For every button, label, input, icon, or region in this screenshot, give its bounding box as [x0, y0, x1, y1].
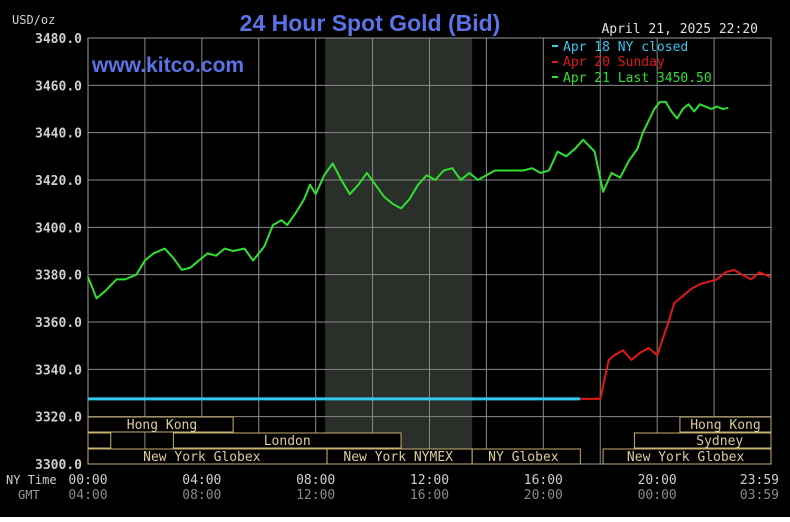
legend-entry-1: Apr 18 NY closed: [563, 40, 688, 55]
session-sydney: Sydney: [633, 432, 772, 449]
shaded-session: [325, 38, 473, 464]
x-tick-gmt: 20:00: [524, 488, 563, 503]
x-tick-gmt: 03:59: [740, 488, 779, 503]
y-tick-label: 3480.0: [35, 32, 82, 47]
session-box: [633, 432, 772, 449]
session-box: [471, 448, 581, 465]
y-tick-labels: 3300.0 3320.0 3340.0 3360.0 3380.0 3400.0 3420…: [35, 32, 82, 473]
session-box: [172, 432, 402, 449]
y-tick-label: 3440.0: [35, 127, 82, 142]
session-label: NY Globex: [488, 450, 559, 465]
session-box: [87, 432, 112, 449]
x-tick-labels: 00:0004:0004:0008:0008:0012:0012:0016:00…: [68, 473, 779, 503]
datetime-stamp: April 21, 2025 22:20: [601, 22, 758, 37]
x-tick-ny: 08:00: [296, 473, 335, 488]
legend: Apr 18 NY closed Apr 20 Sunday Apr 21 La…: [552, 40, 712, 86]
legend-swatch: [552, 45, 558, 47]
watermark-url: www.kitco.com: [91, 54, 244, 77]
legend-entry-3: Apr 21 Last 3450.50: [563, 71, 712, 86]
legend-swatch: [552, 76, 558, 78]
x-tick-ny: 20:00: [638, 473, 677, 488]
x-tick-ny: 00:00: [68, 473, 107, 488]
session-label: London: [264, 434, 311, 449]
session-new-york-nymex: New York NYMEX: [326, 448, 473, 465]
session-box: [87, 416, 234, 433]
units-label: USD/oz: [12, 13, 55, 27]
session-box: [679, 416, 772, 433]
session-ny-globex: NY Globex: [471, 448, 581, 465]
x-tick-ny: 12:00: [410, 473, 449, 488]
x-tick-gmt: 00:00: [638, 488, 677, 503]
y-tick-label: 3340.0: [35, 363, 82, 378]
session-label: New York Globex: [627, 450, 745, 465]
legend-entry-2: Apr 20 Sunday: [563, 55, 665, 70]
session-label: Hong Kong: [127, 418, 197, 433]
session-new-york-globex: New York Globex: [87, 448, 328, 465]
session-new-york-globex: New York Globex: [602, 448, 772, 465]
y-tick-label: 3320.0: [35, 411, 82, 426]
session-label: Hong Kong: [690, 418, 760, 433]
series-line-3: [87, 100, 729, 300]
session-label: New York NYMEX: [343, 450, 453, 465]
x-tick-gmt: 12:00: [296, 488, 335, 503]
x-tick-ny: 23:59: [740, 473, 779, 488]
session-london: London: [87, 432, 402, 449]
x-tick-ny: 04:00: [182, 473, 221, 488]
x-tick-gmt: 16:00: [410, 488, 449, 503]
session-hong-kong: Hong Kong: [87, 416, 234, 433]
session-box: [602, 448, 772, 465]
legend-swatch: [552, 61, 558, 63]
y-tick-label: 3460.0: [35, 79, 82, 94]
price-series: [87, 100, 771, 401]
chart-title: 24 Hour Spot Gold (Bid): [240, 10, 501, 36]
session-label: New York Globex: [143, 450, 261, 465]
y-tick-label: 3360.0: [35, 316, 82, 331]
series-line-2: [580, 268, 771, 400]
y-tick-label: 3400.0: [35, 221, 82, 236]
session-label: Sydney: [696, 434, 743, 449]
y-tick-label: 3420.0: [35, 174, 82, 189]
x-tick-gmt: 04:00: [68, 488, 107, 503]
y-tick-label: 3300.0: [35, 458, 82, 473]
session-hong-kong: Hong Kong: [679, 416, 772, 433]
y-tick-label: 3380.0: [35, 269, 82, 284]
ny-time-row-label: NY Time: [6, 473, 57, 487]
x-tick-gmt: 08:00: [182, 488, 221, 503]
gmt-row-label: GMT: [18, 488, 40, 502]
x-tick-ny: 16:00: [524, 473, 563, 488]
